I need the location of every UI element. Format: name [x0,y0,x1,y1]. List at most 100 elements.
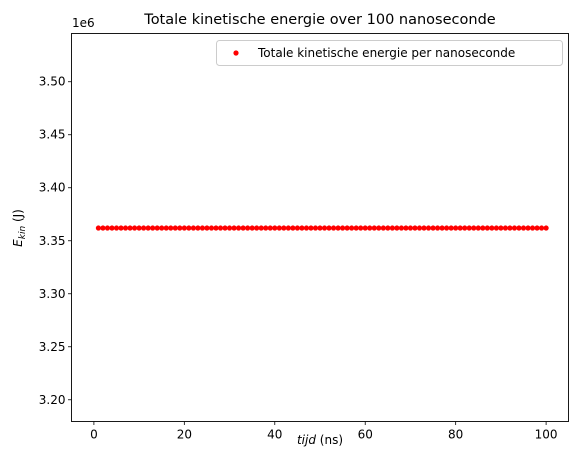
data-point [534,225,540,231]
data-point [421,225,427,231]
plot-area-frame [71,33,569,422]
data-point [186,225,192,231]
data-point [439,225,445,231]
legend-box [216,40,563,66]
data-point [367,225,373,231]
data-point [159,225,165,231]
data-point [398,225,405,231]
y-tick-label: 3.20 [39,393,66,407]
data-point [199,225,206,231]
data-point [208,225,215,231]
y-tick-label: 3.40 [39,181,66,195]
data-point [353,225,359,231]
data-point [326,225,332,231]
data-point [416,225,423,231]
data-point [371,225,377,231]
data-point [385,225,391,231]
y-axis-label-symbol: E [11,239,25,247]
data-point [362,225,368,231]
y-tick-label: 3.45 [39,128,66,142]
y-tick-label: 3.50 [39,75,66,89]
x-tick-label: 20 [177,428,192,442]
data-point [204,225,210,231]
data-point [412,225,418,231]
data-point [235,225,242,231]
data-point [448,225,454,231]
data-point [457,225,463,231]
data-point [493,225,499,231]
data-point [543,225,549,231]
y-tick-label: 3.35 [39,234,66,248]
data-point [520,225,527,231]
data-point [489,225,495,231]
data-point [100,225,106,231]
data-point [245,225,251,231]
data-point [272,225,278,231]
data-point [466,225,472,231]
data-point [330,225,337,231]
data-point [321,225,328,231]
data-point [267,225,273,231]
data-point [104,225,111,231]
data-point [502,225,509,231]
x-axis-label: tijd (ns) [297,433,343,447]
data-point [95,225,102,231]
y-axis-label: Ekin (J) [11,209,28,247]
data-point [389,225,395,231]
y-axis-label-subscript: kin [18,226,28,240]
legend-marker [233,50,239,56]
data-point [380,225,386,231]
data-point [118,225,124,231]
data-point [344,225,350,231]
y-tick-label: 3.30 [39,287,66,301]
x-tick-label: 0 [90,428,98,442]
data-point [525,225,531,231]
data-point [113,225,120,231]
data-point [403,225,409,231]
data-point [181,225,187,231]
data-point [434,225,441,231]
data-point [240,225,246,231]
data-point [136,225,142,231]
data-point [226,225,233,231]
data-point [141,225,147,231]
data-point [308,225,314,231]
data-point [249,225,255,231]
legend-label: Totale kinetische energie per nanosecond… [257,46,515,60]
data-point [254,225,260,231]
data-point [538,225,545,231]
data-point [231,225,237,231]
x-tick-label: 80 [448,428,463,442]
data-point [462,225,468,231]
data-point [263,225,269,231]
data-point [425,225,432,231]
data-point [109,225,115,231]
data-point [358,225,364,231]
x-axis-label-italic: tijd [297,433,316,447]
x-tick-label: 60 [358,428,373,442]
legend: Totale kinetische energie per nanosecond… [216,40,563,66]
data-point [312,225,319,231]
data-point [217,225,224,231]
data-point [145,225,151,231]
data-point [163,225,169,231]
data-point [430,225,436,231]
data-point [444,225,450,231]
data-point [480,225,486,231]
data-point [127,225,133,231]
data-point [195,225,201,231]
data-point [299,225,305,231]
data-point [285,225,291,231]
data-point [511,225,518,231]
data-point [376,225,382,231]
chart-title: Totale kinetische energie over 100 nanos… [143,12,495,28]
data-point [394,225,400,231]
data-point [213,225,219,231]
data-point [150,225,156,231]
x-tick-label: 100 [535,428,558,442]
data-point [131,225,138,231]
data-point [317,225,323,231]
data-point [290,225,296,231]
data-point [168,225,174,231]
x-tick-label: 40 [267,428,282,442]
